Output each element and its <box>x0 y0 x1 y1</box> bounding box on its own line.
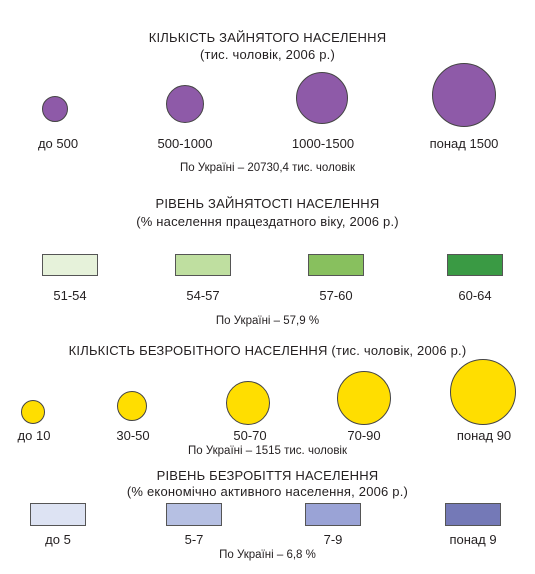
unemployment-rate-swatch-1 <box>30 503 86 526</box>
unemployed-label-1: до 10 <box>17 428 51 443</box>
employment-rate-label-2: 54-57 <box>186 288 220 303</box>
employed-label-1: до 500 <box>37 136 79 151</box>
employment-rate-subtitle: (% населення працездатного віку, 2006 р.… <box>136 214 399 229</box>
unemployed-label-2: 30-50 <box>116 428 150 443</box>
employed-label-2: 500-1000 <box>157 136 213 151</box>
unemployed-title: КІЛЬКІСТЬ БЕЗРОБІТНОГО НАСЕЛЕННЯ (тис. ч… <box>68 343 467 358</box>
unemployed-note: По Україні – 1515 тис. чоловік <box>187 445 348 457</box>
unemployed-label-4: 70-90 <box>347 428 381 443</box>
employed-circle-1 <box>42 96 68 122</box>
unemployed-label-3: 50-70 <box>233 428 267 443</box>
employed-title: КІЛЬКІСТЬ ЗАЙНЯТОГО НАСЕЛЕННЯ <box>148 30 387 45</box>
employment-rate-swatch-1 <box>42 254 98 276</box>
employment-rate-label-3: 57-60 <box>319 288 353 303</box>
unemployed-circle-2 <box>117 391 147 421</box>
unemployment-rate-title: РІВЕНЬ БЕЗРОБІТТЯ НАСЕЛЕННЯ <box>156 468 379 483</box>
employed-subtitle: (тис. чоловік, 2006 р.) <box>200 47 335 62</box>
employed-note: По Україні – 20730,4 тис. чоловік <box>179 162 355 174</box>
employment-rate-swatch-2 <box>175 254 231 276</box>
unemployment-rate-label-1: до 5 <box>45 532 71 547</box>
employed-label-4: понад 1500 <box>429 136 499 151</box>
unemployment-rate-swatch-4 <box>445 503 501 526</box>
unemployed-label-5: понад 90 <box>456 428 512 443</box>
unemployed-circle-5 <box>450 359 516 425</box>
unemployment-rate-note: По Україні – 6,8 % <box>219 549 316 561</box>
unemployed-circle-1 <box>21 400 45 424</box>
unemployment-rate-label-4: понад 9 <box>449 532 497 547</box>
employment-rate-swatch-4 <box>447 254 503 276</box>
employed-label-3: 1000-1500 <box>291 136 355 151</box>
employment-rate-title: РІВЕНЬ ЗАЙНЯТОСТІ НАСЕЛЕННЯ <box>155 196 380 211</box>
employed-circle-2 <box>166 85 204 123</box>
employed-circle-4 <box>432 63 496 127</box>
employment-rate-label-1: 51-54 <box>53 288 87 303</box>
unemployment-rate-label-3: 7-9 <box>323 532 343 547</box>
employment-rate-label-4: 60-64 <box>458 288 492 303</box>
unemployment-rate-label-2: 5-7 <box>184 532 204 547</box>
unemployed-circle-4 <box>337 371 391 425</box>
unemployed-circle-3 <box>226 381 270 425</box>
unemployment-rate-swatch-3 <box>305 503 361 526</box>
unemployment-rate-subtitle: (% економічно активного населення, 2006 … <box>126 484 409 499</box>
unemployment-rate-swatch-2 <box>166 503 222 526</box>
employment-rate-note: По Україні – 57,9 % <box>215 315 320 327</box>
employment-rate-swatch-3 <box>308 254 364 276</box>
employed-circle-3 <box>296 72 348 124</box>
